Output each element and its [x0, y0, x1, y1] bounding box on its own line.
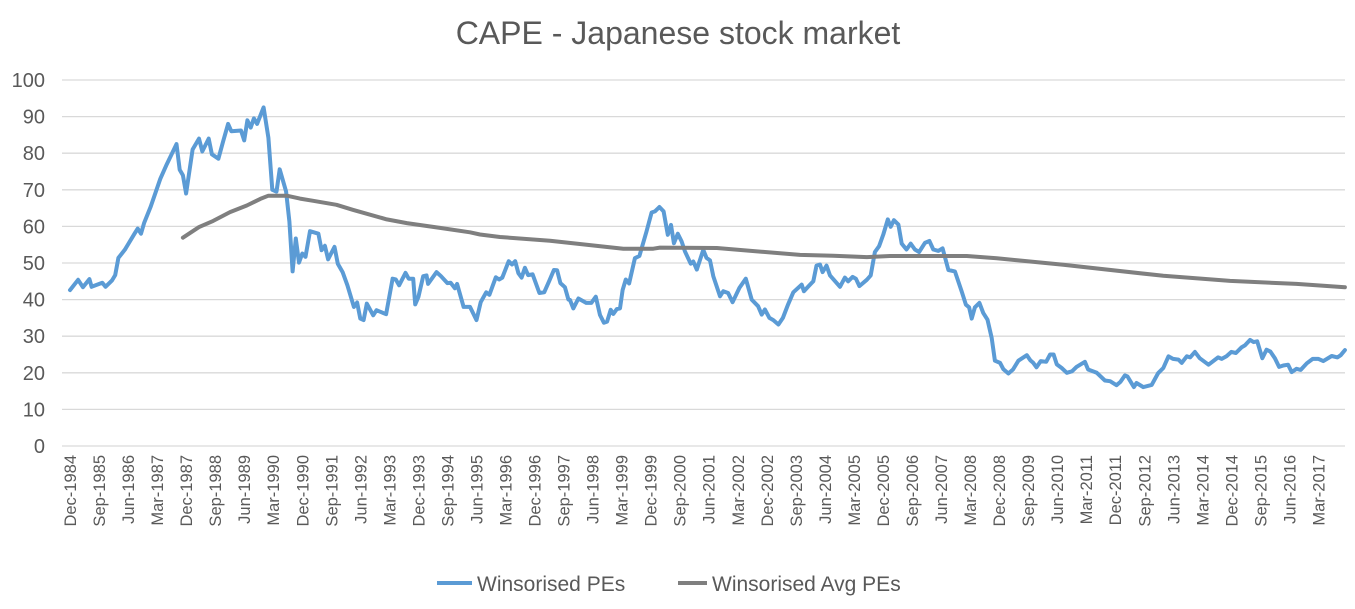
y-tick-label: 80: [23, 143, 45, 165]
legend: Winsorised PEs Winsorised Avg PEs: [437, 573, 901, 596]
series-lines: [68, 105, 1347, 390]
x-tick-label: Jun-2004: [817, 455, 835, 524]
y-tick-label: 70: [23, 180, 45, 202]
x-tick-label: Sep-2000: [672, 455, 690, 527]
x-tick-label: Sep-2006: [904, 455, 922, 527]
x-tick-label: Jun-1989: [236, 455, 254, 524]
x-tick-label: Mar-1987: [149, 455, 167, 526]
x-tick-label: Dec-2014: [1223, 455, 1241, 527]
x-axis-labels: Dec-1984 Sep-1985 Jun-1986 Mar-1987 Dec-1987…: [62, 455, 1328, 527]
y-tick-label: 50: [23, 253, 45, 275]
x-tick-label: Mar-2011: [1078, 455, 1096, 524]
legend-item-pe[interactable]: Winsorised PEs: [437, 573, 625, 596]
x-tick-label: Jun-2016: [1281, 455, 1299, 524]
x-tick-label: Jun-2013: [1165, 455, 1183, 524]
x-tick-label: Dec-1993: [410, 455, 428, 527]
y-tick-label: 40: [23, 290, 45, 312]
x-tick-label: Sep-1985: [91, 455, 109, 527]
x-tick-label: Jun-1986: [120, 455, 138, 524]
x-tick-label: Dec-1984: [62, 455, 80, 527]
legend-item-avg-pe[interactable]: Winsorised Avg PEs: [678, 573, 901, 596]
gridlines: [62, 79, 1345, 447]
x-tick-label: Sep-1991: [323, 455, 341, 527]
x-tick-label: Mar-2017: [1310, 455, 1328, 526]
x-tick-label: Dec-1990: [294, 455, 312, 527]
x-tick-label: Mar-1996: [498, 455, 516, 526]
x-tick-label: Mar-1993: [381, 455, 399, 526]
x-tick-label: Jun-1992: [352, 455, 370, 524]
y-axis-labels: 0 10 20 30 40 50 60 70 80 90 100: [12, 70, 45, 458]
x-tick-label: Sep-2009: [1020, 455, 1038, 527]
x-tick-label: Mar-2002: [730, 455, 748, 526]
y-tick-label: 10: [23, 399, 45, 421]
x-tick-label: Mar-1999: [614, 455, 632, 526]
x-tick-label: Sep-2015: [1252, 455, 1270, 527]
y-tick-label: 60: [23, 216, 45, 238]
x-tick-label: Dec-2002: [759, 455, 777, 527]
x-tick-label: Jun-1995: [468, 455, 486, 524]
x-tick-label: Jun-1998: [585, 455, 603, 524]
x-tick-label: Sep-1994: [439, 455, 457, 527]
x-tick-label: Mar-2014: [1194, 455, 1212, 526]
x-tick-label: Mar-1990: [265, 455, 283, 526]
x-tick-label: Dec-2008: [991, 455, 1009, 527]
x-tick-label: Dec-1987: [178, 455, 196, 527]
series-line-winsorised-pes: [68, 105, 1347, 390]
x-tick-label: Sep-2012: [1136, 455, 1154, 527]
legend-label-pe: Winsorised PEs: [477, 573, 625, 596]
y-tick-label: 90: [23, 107, 45, 129]
y-tick-label: 0: [34, 436, 45, 458]
x-tick-label: Sep-2003: [788, 455, 806, 527]
x-tick-label: Sep-1997: [556, 455, 574, 527]
x-tick-label: Jun-2007: [933, 455, 951, 524]
x-tick-label: Sep-1988: [207, 455, 225, 527]
y-tick-label: 20: [23, 363, 45, 385]
chart-title: CAPE - Japanese stock market: [456, 15, 901, 51]
x-tick-label: Mar-2005: [846, 455, 864, 526]
x-tick-label: Dec-2005: [875, 455, 893, 527]
x-tick-label: Dec-1999: [643, 455, 661, 527]
legend-label-avg-pe: Winsorised Avg PEs: [712, 573, 901, 596]
x-tick-label: Dec-2011: [1107, 455, 1125, 525]
x-tick-label: Dec-1996: [527, 455, 545, 527]
y-tick-label: 100: [12, 70, 45, 92]
series-line-winsorised-avg-pes: [180, 193, 1347, 290]
x-tick-label: Jun-2010: [1049, 455, 1067, 524]
x-tick-label: Mar-2008: [962, 455, 980, 526]
x-tick-label: Jun-2001: [701, 455, 719, 524]
y-tick-label: 30: [23, 326, 45, 348]
